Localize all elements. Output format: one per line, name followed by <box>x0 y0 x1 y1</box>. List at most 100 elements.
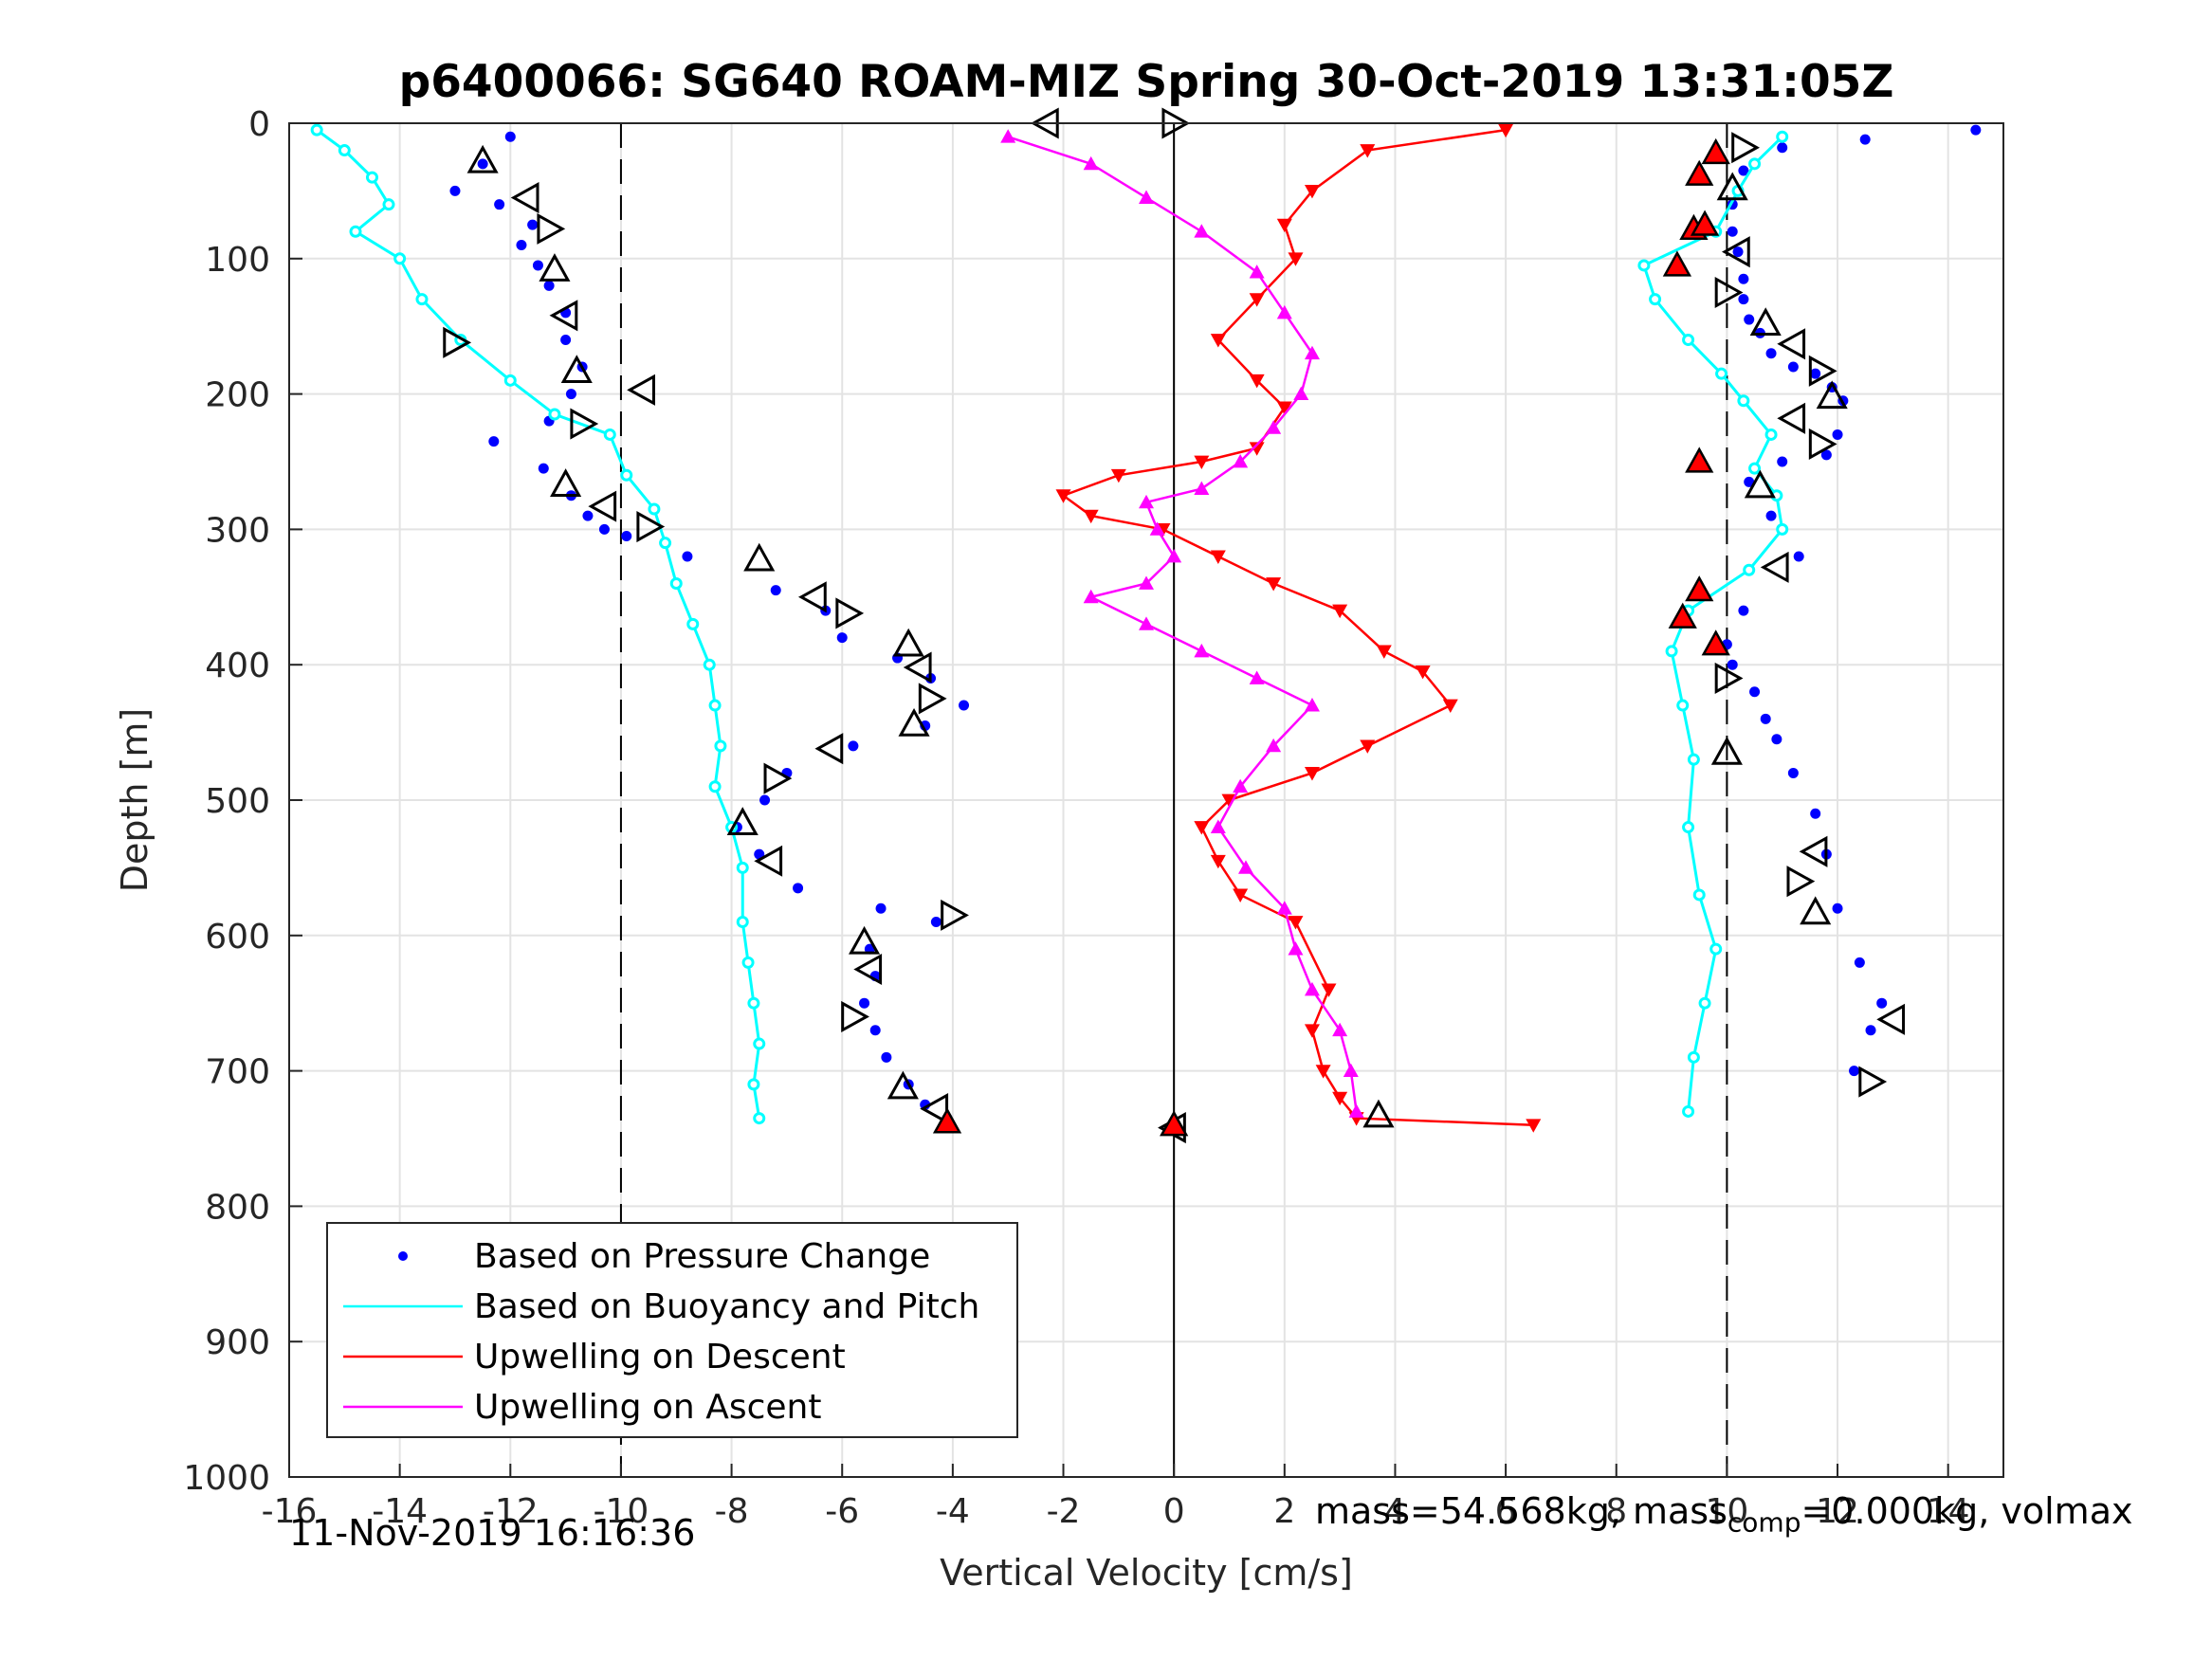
pressure-change-point <box>538 463 549 474</box>
pressure-change-point <box>1777 142 1788 154</box>
red-triangle-marker <box>1160 1110 1189 1137</box>
pressure-change-point <box>1793 551 1804 562</box>
upwelling-ascent-point <box>1348 1103 1364 1118</box>
pressure-change-point <box>1787 361 1799 373</box>
buoyancy-pitch-point <box>753 1037 766 1050</box>
y-tick-label: 700 <box>205 1053 270 1092</box>
open-triangle-marker <box>903 651 932 684</box>
upwelling-descent-point <box>1210 550 1226 564</box>
x-tick-label: -16 <box>262 1492 318 1531</box>
buoyancy-pitch-point <box>648 502 661 516</box>
buoyancy-pitch-point <box>747 1078 760 1091</box>
x-tick-label: -8 <box>715 1492 749 1531</box>
upwelling-ascent-point <box>1266 420 1282 434</box>
open-triangle-marker <box>560 355 593 384</box>
upwelling-ascent-point <box>1233 454 1249 468</box>
pressure-change-point <box>959 700 970 711</box>
upwelling-ascent-point <box>1276 901 1292 915</box>
open-triangle-marker <box>841 1000 869 1033</box>
red-triangle-marker <box>1662 250 1692 277</box>
pressure-change-point <box>543 280 555 291</box>
pressure-change-point <box>516 240 527 251</box>
red-triangle-marker <box>1685 159 1714 186</box>
upwelling-descent-point <box>1304 767 1320 781</box>
red-triangle-marker <box>1701 629 1730 656</box>
open-triangle-marker <box>814 733 844 765</box>
upwelling-descent-point <box>1194 821 1210 835</box>
buoyancy-pitch-point <box>1682 1104 1695 1118</box>
x-tick-label: 2 <box>1273 1492 1295 1531</box>
buoyancy-pitch-point <box>708 699 722 712</box>
pressure-change-point <box>881 1051 892 1063</box>
pressure-change-point <box>1727 659 1738 670</box>
buoyancy-pitch-point <box>415 293 429 306</box>
upwelling-ascent-point <box>1139 616 1154 630</box>
open-triangle-marker <box>550 468 582 497</box>
open-triangle-marker <box>549 300 578 332</box>
pressure-change-point <box>793 883 804 894</box>
buoyancy-pitch-point <box>708 780 722 793</box>
x-axis-label: Vertical Velocity [cm/s] <box>940 1552 1353 1594</box>
x-tick-label: -6 <box>825 1492 859 1531</box>
buoyancy-pitch-point <box>1649 293 1662 306</box>
upwelling-descent-point <box>1360 144 1376 158</box>
pressure-change-point <box>1876 997 1888 1009</box>
buoyancy-pitch-point <box>686 617 700 630</box>
red-triangle-marker <box>1685 575 1714 602</box>
pressure-change-point <box>1744 314 1755 325</box>
axis-ticks: -16 -14 -12 -10 -8 -6 -4 -2 0 2 4 6 8 10 12 14 0 100 200 30… <box>183 105 1969 1531</box>
upwelling-descent-point <box>1233 888 1249 902</box>
open-triangle-marker <box>1876 1003 1906 1035</box>
open-triangle-marker <box>726 807 759 835</box>
x-tick-label: -2 <box>1047 1492 1081 1531</box>
open-triangle-marker <box>1721 236 1750 268</box>
open-triangle-marker <box>941 899 969 931</box>
pressure-change-point <box>848 740 859 752</box>
buoyancy-pitch-point <box>669 577 683 591</box>
buoyancy-pitch-point <box>1682 333 1695 346</box>
buoyancy-pitch-point <box>1743 563 1756 576</box>
upwelling-descent-point <box>1083 509 1099 524</box>
pressure-change-point <box>1810 368 1821 379</box>
upwelling-ascent-point <box>1210 819 1226 833</box>
pressure-change-point <box>1859 134 1871 145</box>
buoyancy-pitch-point <box>736 916 749 929</box>
open-triangle-marker <box>1786 866 1816 898</box>
upwelling-ascent-point <box>1194 643 1210 658</box>
open-triangle-marker <box>1800 896 1832 925</box>
buoyancy-pitch-point <box>382 198 395 211</box>
upwelling-descent-point <box>1276 401 1292 415</box>
upwelling-ascent-point <box>1237 860 1253 874</box>
pressure-change-point <box>1749 686 1761 698</box>
pressure-change-point <box>770 585 781 596</box>
upwelling-descent-point <box>1288 916 1304 930</box>
pressure-change-point <box>504 131 516 142</box>
buoyancy-pitch-point <box>1665 645 1678 658</box>
buoyancy-pitch-point <box>365 171 378 184</box>
x-tick-label: 0 <box>1163 1492 1185 1531</box>
buoyancy-pitch-point <box>1687 1050 1700 1064</box>
pressure-change-point <box>1760 713 1771 724</box>
pressure-change-point <box>488 436 500 447</box>
buoyancy-pitch-point <box>620 468 633 482</box>
footer-timestamp: 11-Nov-2019 16:16:36 <box>289 1512 696 1554</box>
open-triangle-marker <box>1777 328 1806 360</box>
upwelling-descent-point <box>1526 1119 1542 1133</box>
buoyancy-pitch-point <box>1715 367 1728 380</box>
upwelling-ascent-point <box>1304 698 1320 712</box>
buoyancy-pitch-point <box>1682 821 1695 834</box>
upwelling-descent-point <box>1249 442 1265 456</box>
upwelling-descent-point <box>1288 252 1304 266</box>
x-tick-label: -12 <box>483 1492 539 1531</box>
upwelling-descent-point <box>1266 577 1282 592</box>
pressure-change-point <box>1738 605 1749 616</box>
pressure-change-point <box>1732 246 1744 258</box>
upwelling-ascent-point <box>1166 548 1182 563</box>
open-triangle-marker <box>1731 132 1760 164</box>
legend-entry-descent-label: Upwelling on Descent <box>474 1338 846 1376</box>
pressure-change-point <box>1849 1066 1860 1077</box>
x-tick-label: 4 <box>1384 1492 1406 1531</box>
upwelling-descent-point <box>1210 854 1226 869</box>
open-triangle-marker <box>588 490 617 522</box>
